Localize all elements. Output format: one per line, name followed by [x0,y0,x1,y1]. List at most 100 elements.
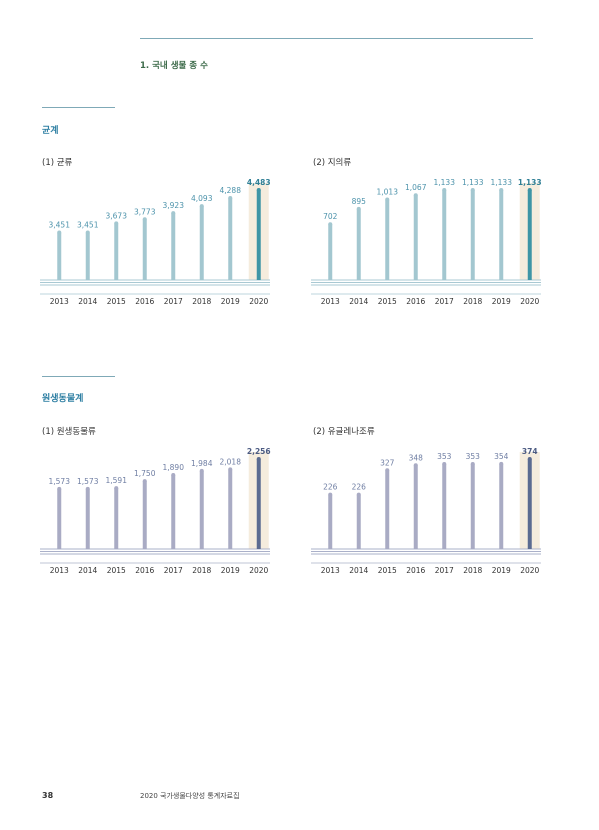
chart-title-fungi: (1) 균류 [42,158,73,168]
value-label-2019: 354 [494,452,509,461]
bar-cap-2019 [228,196,233,201]
tick-label-2014: 2014 [349,297,368,306]
bar-cap-2013 [57,230,62,235]
bar-cap-2014 [85,230,90,235]
value-label-2013: 702 [323,212,338,221]
bar-2016 [413,195,418,280]
bar-2019 [228,469,233,549]
value-label-2014: 1,573 [77,477,99,486]
value-label-2019: 1,133 [491,178,513,187]
bar-cap-2017 [171,473,176,478]
tick-label-2019: 2019 [221,297,240,306]
tick-label-2015: 2015 [107,297,126,306]
bar-cap-2018 [470,462,475,467]
bar-2015 [114,223,119,280]
header-rule [140,38,533,39]
value-label-2014: 895 [352,197,367,206]
tick-label-2020: 2020 [249,566,268,575]
bar-2017 [442,190,447,280]
bar-2014 [356,494,361,549]
value-label-2016: 1,750 [134,469,156,478]
bar-2020 [256,190,261,280]
value-label-2018: 1,133 [462,178,484,187]
value-label-2019: 4,288 [220,186,242,195]
bar-2013 [57,488,62,549]
value-label-2020: 4,483 [247,178,271,187]
value-label-2018: 1,984 [191,459,213,468]
value-label-2017: 1,133 [434,178,456,187]
value-label-2014: 226 [352,483,367,492]
value-label-2015: 327 [380,458,395,467]
value-label-2020: 2,256 [247,447,271,456]
value-label-2016: 1,067 [405,183,427,192]
value-label-2016: 3,773 [134,207,156,216]
bar-cap-2016 [413,193,418,198]
value-label-2013: 226 [323,483,338,492]
tick-label-2014: 2014 [78,297,97,306]
bar-cap-2018 [199,204,204,209]
chart-title-protozoa: (1) 원생동물류 [42,427,96,437]
tick-label-2016: 2016 [135,566,154,575]
tick-label-2013: 2013 [321,297,340,306]
chart-lichens: 702 2013 895 2014 1,013 2015 1,067 2016 1,133 201… [311,178,542,306]
bar-2019 [499,190,504,280]
tick-label-2014: 2014 [349,566,368,575]
tick-label-2019: 2019 [492,566,511,575]
bar-cap-2014 [356,206,361,211]
tick-label-2019: 2019 [221,566,240,575]
bar-cap-2016 [142,217,147,222]
bar-cap-2013 [328,222,333,227]
chart-euglenoids: 226 2013 226 2014 327 2015 348 2016 353 2017 353 20… [311,447,541,575]
value-label-2017: 3,923 [163,201,185,210]
bar-cap-2018 [470,188,475,192]
bar-2013 [328,224,333,280]
bar-2017 [171,213,176,280]
bar-cap-2017 [442,462,447,467]
value-label-2014: 3,451 [77,221,99,230]
value-label-2013: 1,573 [49,477,71,486]
bar-cap-2015 [385,468,390,473]
tick-label-2017: 2017 [435,566,454,575]
bar-cap-2017 [171,211,176,216]
tick-label-2016: 2016 [406,566,425,575]
bar-2017 [171,475,176,549]
value-label-2013: 3,451 [49,221,71,230]
value-label-2015: 3,673 [106,211,128,220]
tick-label-2013: 2013 [321,566,340,575]
bar-2020 [527,190,532,280]
tick-label-2018: 2018 [192,566,211,575]
bar-cap-2014 [85,486,90,491]
bar-cap-2015 [114,221,119,226]
footer-publication: 2020 국가생물다양성 통계자료집 [140,792,240,800]
bar-cap-2017 [442,188,447,192]
bar-cap-2019 [499,188,504,192]
tick-label-2016: 2016 [135,297,154,306]
value-label-2015: 1,591 [106,476,128,485]
page-number: 38 [42,791,54,800]
value-label-2018: 353 [466,452,481,461]
bar-2015 [385,470,390,549]
tick-label-2017: 2017 [435,297,454,306]
bar-2014 [356,208,361,280]
tick-label-2020: 2020 [249,297,268,306]
bar-2013 [57,232,62,280]
tick-label-2018: 2018 [463,297,482,306]
bar-2014 [85,232,90,280]
bar-cap-2020 [527,188,532,192]
tick-label-2020: 2020 [520,297,539,306]
value-label-2020: 1,133 [518,178,542,187]
chart-fungi: 3,451 2013 3,451 2014 3,673 2015 3,773 2016 3,92… [40,178,271,306]
tick-label-2015: 2015 [378,297,397,306]
bar-2016 [413,465,418,549]
bar-cap-2020 [256,457,261,461]
bar-cap-2016 [413,463,418,468]
tick-label-2016: 2016 [406,297,425,306]
section-title-protozoa: 원생동물계 [42,394,84,404]
bar-cap-2013 [328,492,333,497]
bar-cap-2019 [228,467,233,472]
tick-label-2015: 2015 [107,566,126,575]
bar-cap-2018 [199,468,204,473]
bar-2015 [114,488,119,549]
value-label-2017: 353 [437,452,452,461]
bar-cap-2016 [142,479,147,484]
